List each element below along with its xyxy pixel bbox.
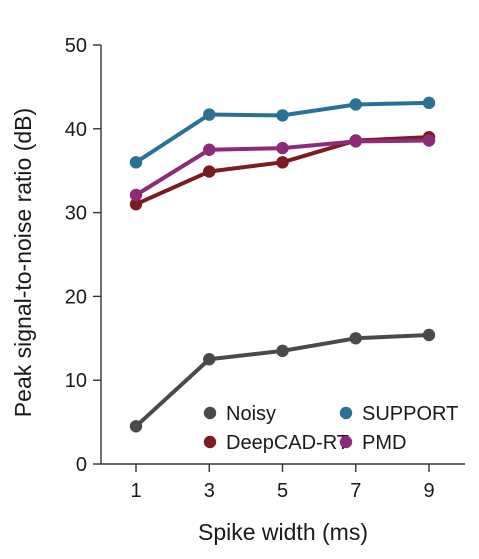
series-noisy: [129, 328, 436, 433]
x-tick-label: 5: [277, 480, 288, 502]
legend-marker: [339, 435, 353, 449]
data-point: [276, 141, 289, 155]
data-point: [276, 156, 289, 169]
data-point: [129, 188, 143, 202]
data-point: [422, 328, 436, 342]
data-point: [129, 156, 143, 169]
y-axis-title: Peak signal-to-noise ratio (dB): [10, 108, 36, 417]
data-point: [203, 353, 216, 366]
data-point: [276, 109, 289, 122]
y-ticks: 0 10 20 30 40 50: [65, 35, 101, 476]
y-tick-label: 50: [65, 35, 87, 57]
data-point: [422, 96, 436, 110]
y-tick-label: 10: [65, 370, 87, 392]
series-group: [129, 96, 436, 433]
legend-label: SUPPORT: [362, 403, 458, 425]
series-support: [129, 96, 436, 169]
data-point: [203, 143, 216, 156]
y-tick-label: 0: [76, 454, 87, 476]
x-tick-label: 9: [423, 480, 434, 502]
legend-label: DeepCAD-RT: [226, 432, 349, 454]
legend-item: DeepCAD-RT: [203, 432, 349, 454]
x-tick-label: 3: [204, 480, 215, 502]
y-tick-label: 30: [65, 203, 87, 225]
x-axis-title: Spike width (ms): [198, 519, 368, 545]
legend-item: Noisy: [203, 403, 276, 425]
data-point: [203, 165, 216, 178]
legend-label: Noisy: [226, 403, 276, 425]
legend-item: SUPPORT: [339, 403, 458, 425]
x-ticks: 1 3 5 7 9: [130, 464, 435, 502]
data-point: [349, 332, 362, 345]
legend: Noisy SUPPORT DeepCAD-RT PMD: [203, 403, 458, 454]
legend-marker: [203, 435, 217, 449]
data-point: [422, 134, 436, 147]
x-tick-label: 1: [130, 480, 141, 502]
data-point: [349, 135, 362, 148]
data-point: [349, 98, 362, 111]
y-tick-label: 20: [65, 286, 87, 308]
axes: [100, 45, 465, 465]
data-point: [203, 108, 216, 121]
legend-marker: [339, 406, 353, 420]
data-point: [129, 420, 143, 433]
legend-item: PMD: [339, 432, 406, 454]
y-tick-label: 40: [65, 119, 87, 141]
data-point: [129, 198, 143, 211]
series-pmd: [129, 134, 436, 202]
x-tick-label: 7: [350, 480, 361, 502]
data-point: [276, 344, 289, 358]
legend-label: PMD: [362, 432, 406, 454]
legend-marker: [203, 406, 217, 420]
